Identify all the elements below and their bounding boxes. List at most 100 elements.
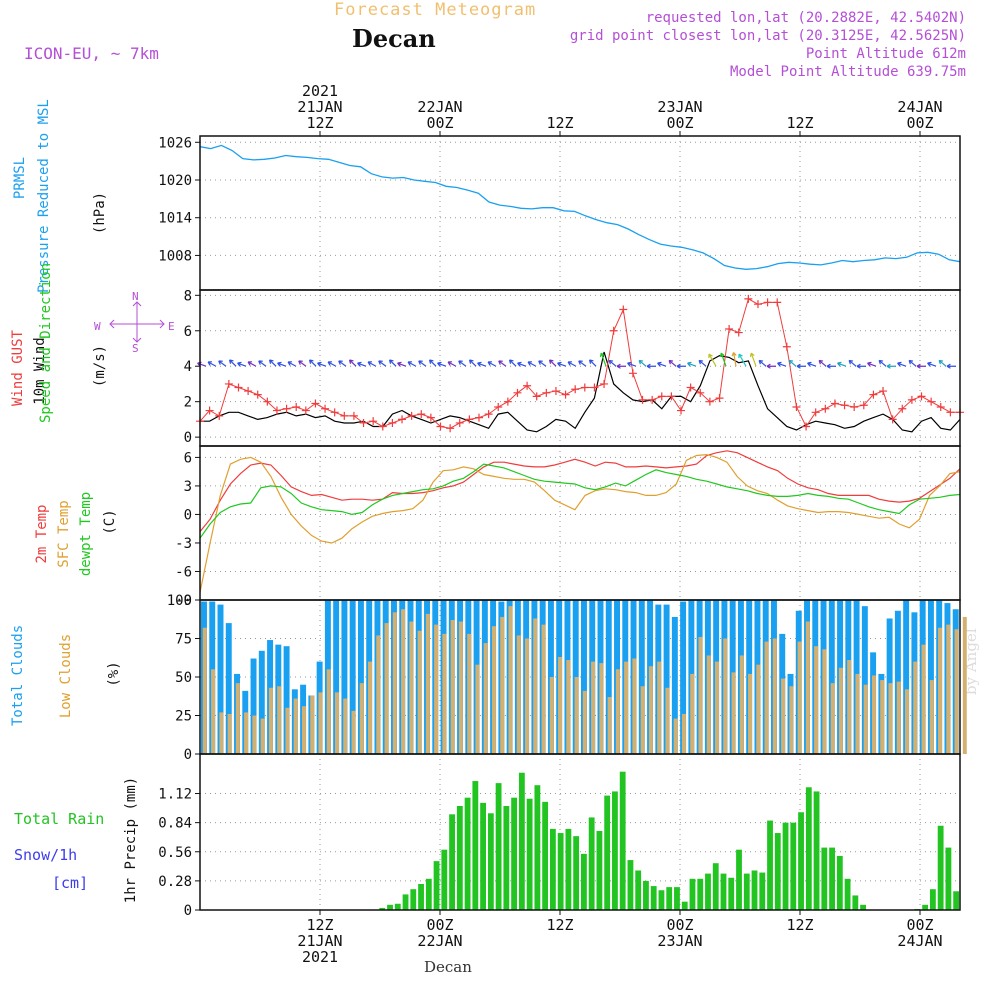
wind-direction-arrow: [837, 361, 847, 367]
total-clouds-bar: [225, 623, 232, 754]
top-time-label: 12Z: [306, 114, 333, 132]
low-clouds-bar: [227, 713, 232, 754]
low-clouds-bar: [359, 683, 364, 754]
wind-gust-point: [455, 418, 464, 427]
rain-bar: [441, 849, 448, 910]
top-time-label: 12Z: [786, 114, 813, 132]
wind-gust-point: [205, 406, 214, 415]
wind-direction-arrow: [796, 363, 806, 369]
wind-direction-arrow: [886, 363, 896, 369]
wind-gust-point: [340, 411, 349, 420]
rain-bar: [767, 820, 773, 910]
rain-bar: [495, 783, 502, 910]
wind-direction-arrow: [749, 352, 757, 367]
wind-gust-point: [734, 328, 743, 337]
rain-bar: [433, 861, 440, 910]
total-clouds-bar: [927, 600, 934, 754]
wind-gust-series-line: [199, 298, 960, 429]
low-clouds-bar: [343, 698, 348, 754]
wind-gust-point: [590, 383, 599, 392]
rain-bar: [681, 901, 688, 910]
wind-gust-point: [677, 406, 686, 415]
wind-direction-arrow: [627, 361, 637, 367]
wind-gust-point: [705, 397, 714, 406]
rain-bar: [487, 813, 494, 910]
low-clouds-bar: [574, 677, 579, 754]
station-name: Decan: [352, 24, 436, 53]
wind-direction-arrow: [897, 361, 907, 367]
rain-bar: [728, 877, 735, 910]
total-clouds-bar: [903, 600, 910, 754]
wind-gust-point: [561, 390, 570, 399]
wind-gust-point: [667, 392, 676, 401]
rain-bar: [658, 890, 665, 910]
wind-gust-point: [600, 379, 609, 388]
wind-direction-arrow: [517, 361, 527, 367]
total-clouds-bar: [333, 600, 340, 754]
y-tick-label: 25: [175, 709, 192, 725]
low-clouds-bar: [558, 656, 562, 754]
low-clouds-bar: [260, 718, 265, 754]
wind-direction-arrow: [237, 361, 247, 367]
requested-coordinates: requested lon,lat (20.2882E, 42.5402N): [645, 10, 966, 26]
wind-gust-point: [417, 410, 426, 419]
low-clouds-bar: [235, 683, 240, 754]
rain-bar: [844, 878, 851, 910]
low-clouds-bar: [277, 686, 282, 754]
wind-direction-arrow: [878, 359, 887, 367]
low-clouds-bar: [756, 664, 761, 754]
bottom-time-label: 21JAN: [297, 932, 342, 950]
wind-direction-arrow: [946, 363, 956, 369]
wind-gust-point: [532, 392, 541, 401]
total-clouds-bar: [671, 616, 678, 754]
low-clouds-bar: [401, 609, 406, 754]
wind-gust-point: [272, 406, 281, 415]
low-clouds-bar: [797, 641, 802, 754]
y-tick-label: 6: [184, 324, 192, 340]
chart-main-title: Forecast Meteogram: [334, 0, 537, 20]
rain-bar: [565, 828, 572, 910]
wind-direction-arrow: [458, 360, 467, 367]
prmsl-series-line: [199, 144, 961, 270]
rain-bar: [697, 878, 704, 910]
wind-gust-point: [513, 388, 522, 397]
low-clouds-bar: [549, 677, 554, 754]
wind-direction-arrow: [738, 353, 747, 367]
low-clouds-bar: [871, 675, 876, 754]
wind-direction-arrow: [428, 359, 437, 367]
wind-gust-point: [725, 325, 734, 333]
panel-frame: [199, 445, 961, 601]
wind-direction-arrow: [277, 361, 287, 367]
wind-gust-point: [879, 387, 888, 396]
low-clouds-bar: [657, 661, 662, 754]
low-clouds-bar: [467, 633, 472, 754]
wind-direction-arrow: [826, 363, 836, 369]
low-clouds-bar: [533, 618, 538, 754]
panel-frame: [199, 753, 961, 911]
low-clouds-bar: [409, 621, 414, 754]
y-tick-label: 100: [167, 593, 192, 609]
wind-direction-arrow: [287, 361, 297, 367]
wind-gust-point: [850, 403, 859, 411]
low-clouds-bar: [591, 661, 596, 754]
wind-direction-arrow: [388, 359, 397, 367]
wind-gust-point: [657, 392, 666, 401]
point-altitude: Point Altitude 612m: [805, 46, 966, 62]
y-tick-label: 0: [184, 747, 192, 763]
wind-direction-arrow: [557, 361, 567, 367]
total-clouds-bar: [828, 600, 835, 754]
wind-gust-point: [494, 403, 503, 411]
wind-direction-arrow: [578, 360, 587, 367]
low-clouds-bar: [830, 683, 835, 754]
bottom-time-label: 00Z: [426, 916, 453, 934]
rain-bar: [542, 801, 549, 910]
wind-gust-point: [426, 413, 435, 422]
low-clouds-bar: [946, 624, 951, 754]
low-clouds-bar: [954, 629, 959, 754]
wind-direction-arrow: [758, 359, 767, 367]
wind-gust-point: [446, 424, 455, 433]
wind-direction-arrow: [766, 363, 776, 369]
bottom-station-name: Decan: [424, 958, 472, 976]
wind-direction-arrow: [228, 359, 237, 367]
low-clouds-bar: [706, 655, 711, 754]
